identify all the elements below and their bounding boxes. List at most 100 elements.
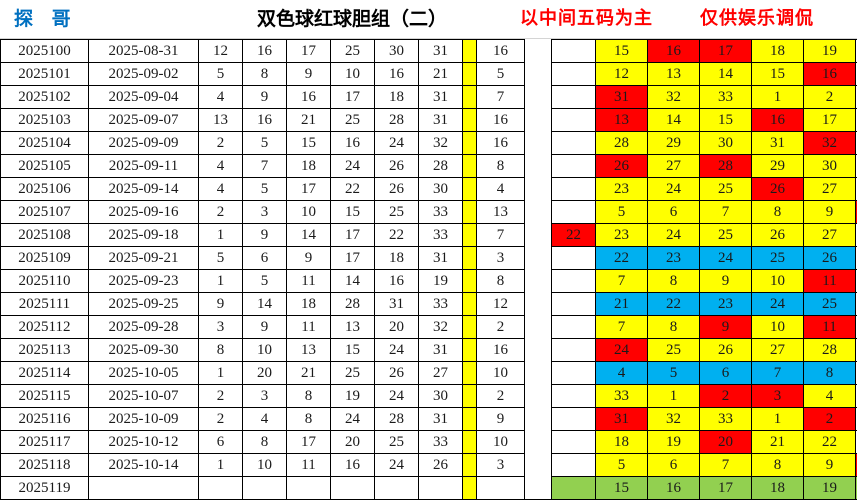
- prediction-cell-3: 6: [700, 362, 752, 385]
- issue-number: 2025106: [1, 178, 89, 201]
- red-ball-5: 16: [375, 270, 419, 293]
- prediction-cell-pre: [552, 201, 596, 224]
- issue-number: 2025102: [1, 86, 89, 109]
- blue-ball: 16: [477, 109, 525, 132]
- prediction-cell-3: 17: [700, 40, 752, 63]
- red-ball-5: 24: [375, 132, 419, 155]
- red-ball-5: 26: [375, 178, 419, 201]
- prediction-cell-pre: [552, 155, 596, 178]
- prediction-cell-3: 25: [700, 224, 752, 247]
- red-ball-3: 11: [287, 454, 331, 477]
- red-ball-3: [287, 477, 331, 500]
- red-ball-1: 1: [199, 454, 243, 477]
- red-ball-2: 7: [243, 155, 287, 178]
- blue-ball: 16: [477, 40, 525, 63]
- prediction-cell-2: 32: [648, 408, 700, 431]
- blue-ball: 8: [477, 270, 525, 293]
- red-ball-4: 25: [331, 109, 375, 132]
- section-gap: [525, 178, 552, 201]
- prediction-cell-2: 22: [648, 293, 700, 316]
- draw-date: 2025-08-31: [89, 40, 199, 63]
- issue-number: 2025101: [1, 63, 89, 86]
- prediction-cell-pre: 22: [552, 224, 596, 247]
- red-ball-6: 31: [419, 247, 463, 270]
- prediction-cell-1: 4: [596, 362, 648, 385]
- prediction-cell-3: 33: [700, 86, 752, 109]
- column-separator: [463, 247, 477, 270]
- red-ball-6: 32: [419, 132, 463, 155]
- red-ball-6: 33: [419, 431, 463, 454]
- red-ball-1: 12: [199, 40, 243, 63]
- blue-ball: 13: [477, 201, 525, 224]
- prediction-cell-1: 21: [596, 293, 648, 316]
- red-ball-5: 22: [375, 224, 419, 247]
- prediction-cell-1: 7: [596, 270, 648, 293]
- red-ball-1: 9: [199, 293, 243, 316]
- red-ball-2: 10: [243, 339, 287, 362]
- prediction-cell-4: 26: [752, 224, 804, 247]
- prediction-cell-5: 27: [804, 224, 856, 247]
- red-ball-4: 16: [331, 454, 375, 477]
- red-ball-3: 15: [287, 132, 331, 155]
- prediction-cell-4: 15: [752, 63, 804, 86]
- prediction-cell-pre: [552, 408, 596, 431]
- prediction-cell-3: 28: [700, 155, 752, 178]
- prediction-cell-2: 24: [648, 178, 700, 201]
- red-ball-6: 32: [419, 316, 463, 339]
- prediction-cell-5: 32: [804, 132, 856, 155]
- column-separator: [463, 385, 477, 408]
- red-ball-6: 33: [419, 224, 463, 247]
- column-separator: [463, 270, 477, 293]
- prediction-cell-1: 24: [596, 339, 648, 362]
- section-gap: [525, 224, 552, 247]
- prediction-cell-pre: [552, 63, 596, 86]
- section-gap: [525, 247, 552, 270]
- blue-ball: 16: [477, 339, 525, 362]
- red-ball-6: 31: [419, 40, 463, 63]
- red-ball-2: 6: [243, 247, 287, 270]
- prediction-cell-4: 29: [752, 155, 804, 178]
- red-ball-2: 14: [243, 293, 287, 316]
- prediction-cell-4: 21: [752, 431, 804, 454]
- prediction-cell-pre: [552, 270, 596, 293]
- red-ball-1: 1: [199, 362, 243, 385]
- issue-number: 2025108: [1, 224, 89, 247]
- prediction-cell-pre: [552, 339, 596, 362]
- note-primary: 以中间五码为主: [520, 0, 653, 38]
- prediction-cell-5: 30: [804, 155, 856, 178]
- draw-date: 2025-09-14: [89, 178, 199, 201]
- draw-date: 2025-09-28: [89, 316, 199, 339]
- blue-ball: 2: [477, 385, 525, 408]
- red-ball-3: 17: [287, 40, 331, 63]
- prediction-cell-pre: [552, 132, 596, 155]
- prediction-cell-pre: [552, 385, 596, 408]
- blue-ball: 10: [477, 362, 525, 385]
- red-ball-5: 28: [375, 109, 419, 132]
- prediction-cell-1: 15: [596, 40, 648, 63]
- red-ball-4: [331, 477, 375, 500]
- red-ball-4: 14: [331, 270, 375, 293]
- section-gap: [525, 362, 552, 385]
- red-ball-4: 20: [331, 431, 375, 454]
- prediction-cell-1: 22: [596, 247, 648, 270]
- red-ball-6: 33: [419, 201, 463, 224]
- red-ball-1: 5: [199, 247, 243, 270]
- blue-ball: 10: [477, 431, 525, 454]
- prediction-cell-1: 31: [596, 86, 648, 109]
- red-ball-5: 28: [375, 408, 419, 431]
- red-ball-3: 18: [287, 293, 331, 316]
- red-ball-5: 30: [375, 40, 419, 63]
- column-separator: [463, 408, 477, 431]
- draw-date: 2025-09-25: [89, 293, 199, 316]
- prediction-cell-3: 9: [700, 316, 752, 339]
- prediction-cell-3: 26: [700, 339, 752, 362]
- draw-date: 2025-09-04: [89, 86, 199, 109]
- red-ball-4: 17: [331, 224, 375, 247]
- red-ball-5: 26: [375, 155, 419, 178]
